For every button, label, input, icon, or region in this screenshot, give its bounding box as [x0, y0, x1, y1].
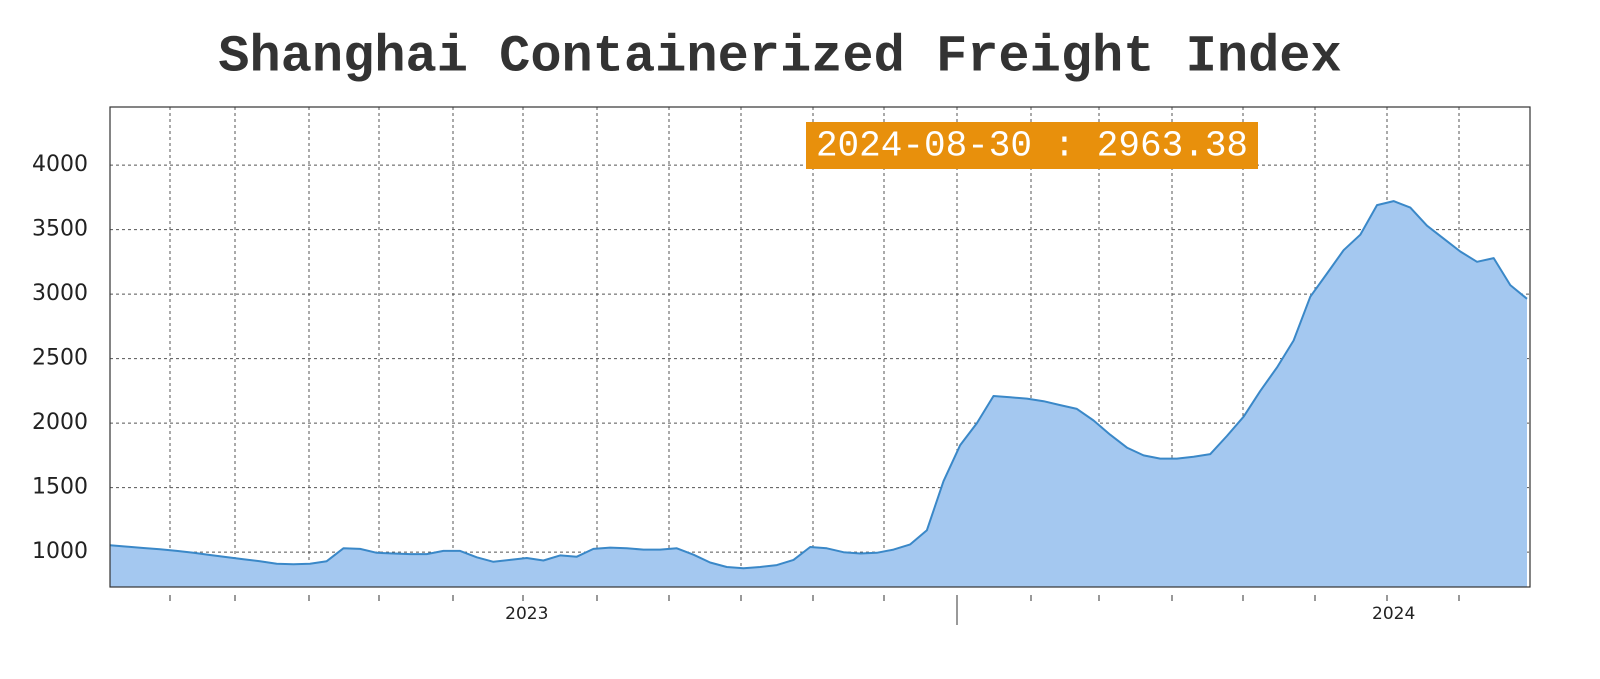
y-tick-label: 1500	[32, 475, 88, 500]
annotation-box	[806, 122, 1258, 169]
area	[110, 201, 1527, 587]
y-tick-label: 2500	[32, 346, 88, 371]
x-tick-label: 2024	[1372, 604, 1415, 624]
y-tick-label: 3000	[32, 281, 88, 306]
y-tick-label: 3500	[32, 217, 88, 242]
y-tick-label: 4000	[32, 152, 88, 177]
x-ticks	[169, 595, 1460, 625]
plot-frame	[109, 106, 1531, 588]
plot	[109, 164, 1530, 587]
y-tick-label: 1000	[32, 539, 88, 564]
line	[109, 200, 1528, 570]
x-tick-label: 2023	[505, 604, 548, 624]
chart-title: Shanghai Containerized Freight Index	[218, 28, 1341, 87]
annotation: 2024-08-30 : 2963.38	[816, 126, 1248, 167]
y-tick-label: 2000	[32, 410, 88, 435]
